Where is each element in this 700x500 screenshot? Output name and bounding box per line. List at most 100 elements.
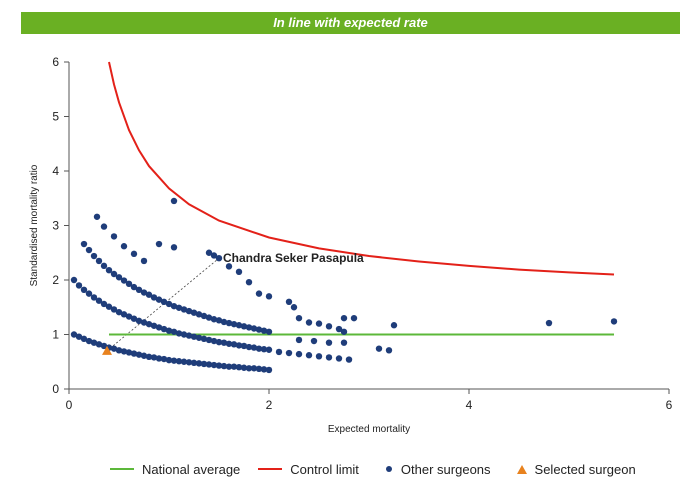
surgeon-point [170, 197, 178, 205]
surgeon-point [205, 314, 213, 321]
surgeon-point [140, 319, 148, 326]
surgeon-point [250, 365, 258, 372]
surgeon-point [205, 336, 213, 344]
surgeon-point [175, 330, 183, 337]
surgeon-point [85, 246, 93, 254]
surgeon-point [205, 361, 213, 368]
red-line-icon [258, 468, 283, 470]
surgeon-point [195, 311, 203, 318]
surgeon-point [230, 341, 238, 348]
selected-surgeon-annotation: Chandra Seker Pasapula [223, 251, 364, 265]
surgeon-point [220, 318, 228, 326]
surgeon-point [150, 322, 158, 329]
surgeon-point [210, 337, 218, 345]
surgeon-point [180, 306, 188, 313]
surgeon-point [110, 345, 118, 352]
legend-label: Control limit [290, 461, 359, 477]
surgeon-point [175, 304, 183, 311]
surgeon-point [245, 343, 253, 351]
surgeon-point [125, 280, 133, 288]
surgeon-point [95, 257, 103, 265]
surgeon-point [195, 334, 203, 341]
surgeon-point [210, 361, 218, 369]
legend-label: Selected surgeon [534, 461, 636, 477]
surgeon-point [200, 360, 208, 368]
surgeon-point [115, 308, 123, 316]
surgeon-point [375, 345, 383, 352]
surgeon-point [305, 352, 313, 359]
surgeon-point [240, 364, 248, 371]
surgeon-point [340, 314, 348, 322]
surgeon-point [255, 326, 263, 333]
surgeon-point [235, 364, 243, 371]
surgeon-point [385, 347, 393, 354]
x-tick-label: 6 [666, 398, 673, 412]
surgeon-point [155, 240, 163, 248]
surgeon-point [80, 335, 88, 343]
surgeon-point [145, 320, 153, 328]
surgeon-point [295, 350, 303, 358]
surgeon-point [290, 304, 298, 311]
chart-marks [70, 61, 618, 374]
surgeon-point [160, 298, 168, 305]
surgeon-point [260, 366, 268, 373]
surgeon-point [295, 336, 303, 344]
legend-label: National average [142, 461, 241, 477]
legend-national-average[interactable]: National average [110, 462, 240, 477]
surgeon-point [245, 365, 253, 372]
surgeon-point [155, 355, 163, 362]
surgeon-point [335, 325, 343, 333]
surgeon-point [155, 324, 163, 331]
surgeon-point [225, 340, 233, 347]
surgeon-point [285, 349, 293, 357]
surgeon-point [245, 324, 253, 331]
surgeon-point [180, 358, 188, 365]
surgeon-point [260, 346, 268, 353]
surgeon-point [240, 342, 248, 350]
surgeon-point [215, 338, 223, 346]
surgeon-point [200, 335, 208, 343]
orange-triangle-icon [516, 464, 527, 474]
axes: 0 1 2 3 4 5 6 0 2 4 6 [52, 55, 672, 412]
surgeon-point [255, 290, 263, 297]
surgeon-point [190, 359, 198, 367]
surgeon-point [205, 249, 213, 256]
surgeon-point [255, 365, 263, 373]
surgeon-point [325, 339, 333, 346]
surgeon-point [185, 332, 193, 339]
surgeon-point [115, 347, 123, 354]
surgeon-point [135, 317, 143, 325]
surgeon-point [95, 341, 103, 348]
y-tick-label: 0 [52, 382, 59, 396]
surgeon-point [265, 346, 273, 353]
surgeon-point [325, 323, 333, 330]
y-tick-label: 6 [52, 55, 59, 69]
surgeon-point [240, 323, 248, 330]
surgeon-point [225, 363, 233, 370]
surgeon-point [100, 262, 108, 270]
chart-title-banner: In line with expected rate [21, 12, 680, 34]
surgeon-point [70, 331, 78, 338]
legend-other-surgeons[interactable]: Other surgeons [377, 462, 491, 477]
surgeon-point [135, 286, 143, 294]
surgeon-point [185, 359, 193, 366]
surgeon-point [80, 286, 88, 294]
surgeon-point [85, 337, 93, 345]
surgeon-point [140, 352, 148, 359]
surgeon-point [610, 318, 618, 325]
surgeon-point [90, 252, 98, 260]
surgeon-point [165, 300, 173, 308]
surgeon-point [165, 327, 173, 334]
legend-label: Other surgeons [400, 461, 491, 477]
surgeon-point [250, 344, 258, 351]
surgeon-point [105, 303, 113, 310]
y-axis-label: Standardised mortality ratio [29, 164, 40, 286]
surgeon-point [75, 282, 83, 289]
surgeon-point [305, 319, 313, 326]
legend-selected-surgeon[interactable]: Selected surgeon [509, 462, 636, 477]
x-tick-label: 0 [66, 398, 73, 412]
surgeon-point [190, 309, 198, 316]
legend-control-limit[interactable]: Control limit [258, 462, 359, 477]
surgeon-point [145, 353, 153, 361]
surgeon-point [85, 290, 93, 297]
